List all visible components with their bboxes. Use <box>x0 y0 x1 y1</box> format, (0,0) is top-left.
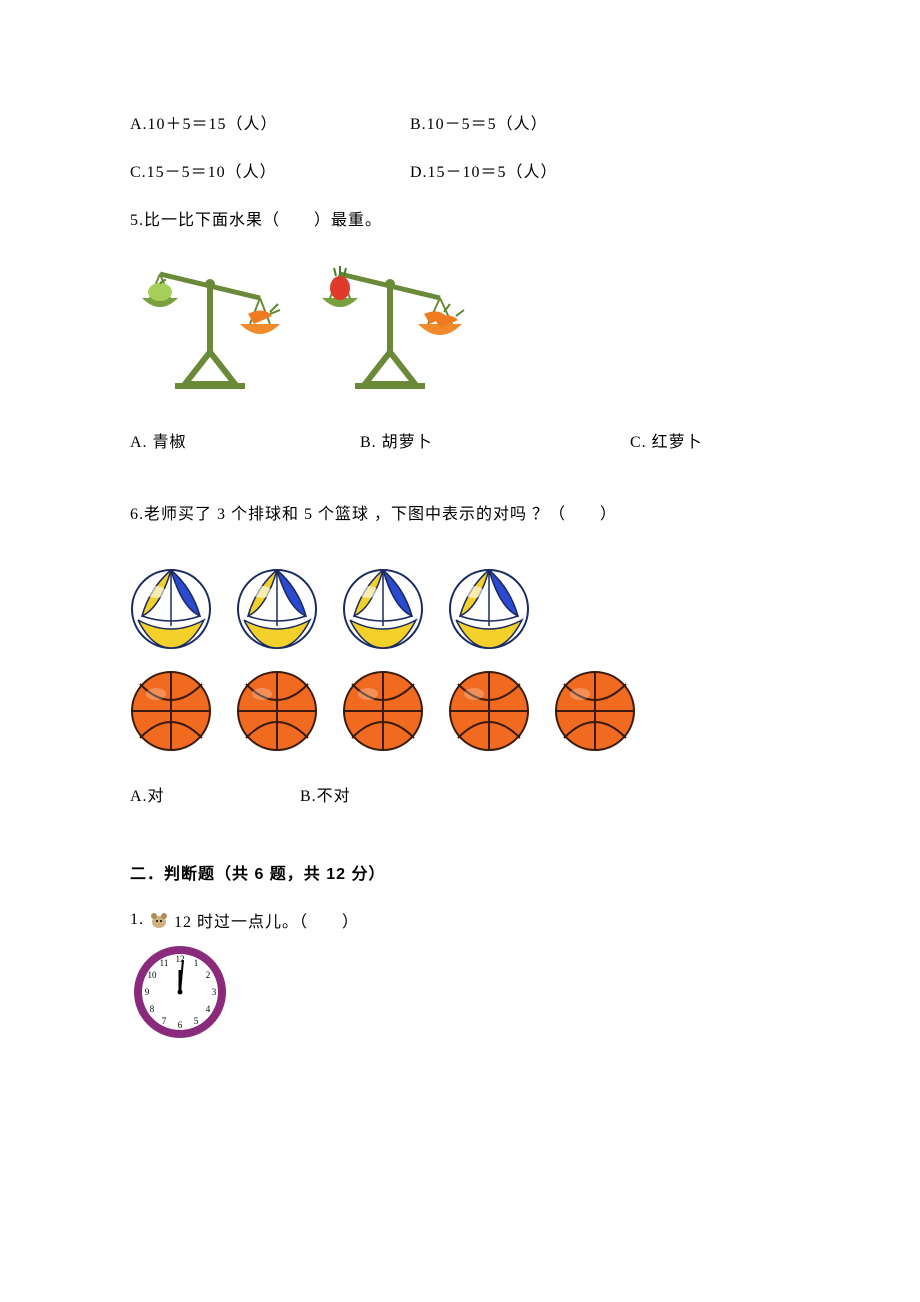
q5-option-a: A. 青椒 <box>130 428 360 452</box>
q4-options-row1: A.10＋5＝15（人） B.10－5＝5（人） <box>130 110 790 134</box>
q6-options: A.对 B.不对 <box>130 782 790 806</box>
svg-text:4: 4 <box>206 1004 211 1014</box>
basketball-icon <box>342 670 424 752</box>
q6-option-b: B.不对 <box>300 782 351 806</box>
scale-1 <box>130 254 290 394</box>
q4-option-d: D.15－10＝5（人） <box>410 158 790 182</box>
basketball-icon <box>130 670 212 752</box>
judge-q1-text: 12 时过一点儿。（ ） <box>174 908 359 932</box>
volleyball-icon <box>448 568 530 650</box>
q4-option-b: B.10－5＝5（人） <box>410 110 790 134</box>
basketball-icon <box>236 670 318 752</box>
q4-option-c: C.15－5＝10（人） <box>130 158 410 182</box>
clock: 12 1 2 3 4 5 6 7 8 9 10 11 <box>130 942 230 1042</box>
judge-q1-num: 1. <box>130 911 144 929</box>
svg-text:6: 6 <box>178 1020 183 1030</box>
q5-option-c: C. 红萝卜 <box>630 428 790 452</box>
q6-option-a: A.对 <box>130 782 300 806</box>
volleyball-icon <box>236 568 318 650</box>
q5-option-b: B. 胡萝卜 <box>360 428 630 452</box>
svg-text:7: 7 <box>162 1016 167 1026</box>
worksheet-page: A.10＋5＝15（人） B.10－5＝5（人） C.15－5＝10（人） D.… <box>0 0 920 1042</box>
volleyball-icon <box>342 568 424 650</box>
svg-text:2: 2 <box>206 970 211 980</box>
basketball-icon <box>554 670 636 752</box>
svg-text:9: 9 <box>145 987 150 997</box>
section2-title: 二．判断题（共 6 题，共 12 分） <box>130 860 790 884</box>
q5-options: A. 青椒 B. 胡萝卜 C. 红萝卜 <box>130 428 790 452</box>
basketball-icon <box>448 670 530 752</box>
volleyball-row <box>130 568 790 650</box>
q4-options-row2: C.15－5＝10（人） D.15－10＝5（人） <box>130 158 790 182</box>
svg-text:1: 1 <box>194 958 199 968</box>
q5-stem: 5.比一比下面水果（ ）最重。 <box>130 206 790 230</box>
svg-text:11: 11 <box>160 958 169 968</box>
q5-scales <box>130 254 790 394</box>
hamster-icon <box>148 909 170 931</box>
svg-text:8: 8 <box>150 1004 155 1014</box>
svg-text:3: 3 <box>212 987 217 997</box>
judge-q1: 1. 12 时过一点儿。（ ） <box>130 908 790 932</box>
q4-option-a: A.10＋5＝15（人） <box>130 110 410 134</box>
volleyball-icon <box>130 568 212 650</box>
scale-2 <box>310 254 470 394</box>
svg-text:10: 10 <box>148 970 158 980</box>
svg-text:5: 5 <box>194 1016 199 1026</box>
q6-stem: 6.老师买了 3 个排球和 5 个篮球 ，下图中表示的对吗 ？（ ） <box>130 500 790 524</box>
basketball-row <box>130 670 790 752</box>
